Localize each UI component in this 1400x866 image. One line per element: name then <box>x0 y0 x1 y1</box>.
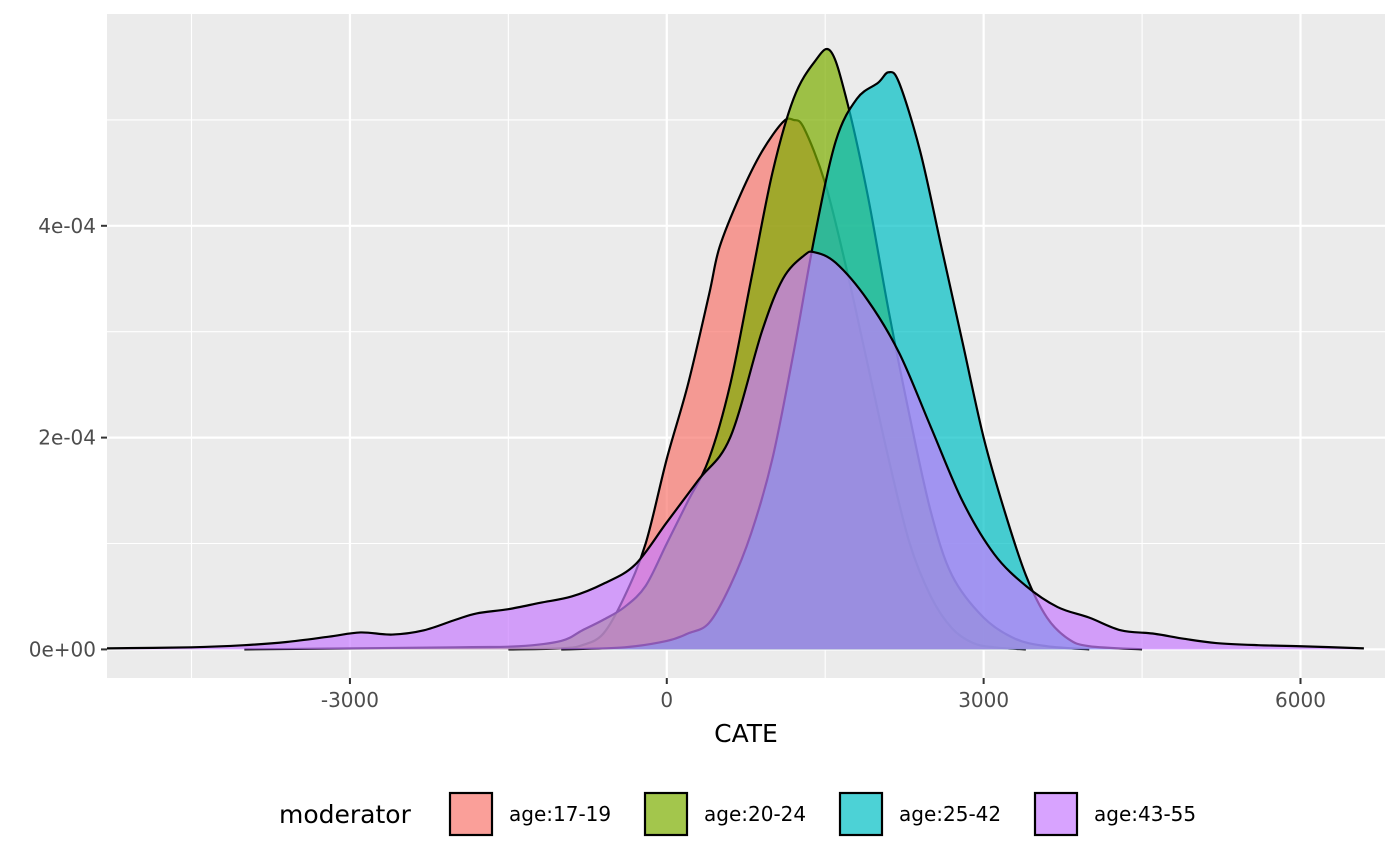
x-tick-label: 3000 <box>958 688 1009 712</box>
legend-label-age:20-24: age:20-24 <box>704 802 806 826</box>
x-tick-label: 6000 <box>1275 688 1326 712</box>
y-tick-label: 0e+00 <box>29 637 96 661</box>
density-outline-age:43-55 <box>106 250 1364 650</box>
density-areas <box>106 47 1364 651</box>
x-tick-label: -3000 <box>321 688 379 712</box>
legend-key-age:20-24 <box>643 791 689 837</box>
y-tick-label: 4e-04 <box>38 214 96 238</box>
legend: moderator age:17-19 age:20-24 age:25-42 age… <box>279 791 1196 837</box>
legend-key-age:25-42 <box>838 791 884 837</box>
x-axis-title: CATE <box>714 719 778 748</box>
x-axis: -3000 0 3000 6000 <box>321 678 1326 712</box>
legend-title: moderator <box>279 800 412 829</box>
y-axis: 0e+00 2e-04 4e-04 <box>29 214 107 661</box>
legend-key-age:17-19 <box>448 791 494 837</box>
x-tick-label: 0 <box>660 688 673 712</box>
legend-label-age:17-19: age:17-19 <box>509 802 611 826</box>
y-tick-label: 2e-04 <box>38 426 96 450</box>
legend-label-age:43-55: age:43-55 <box>1094 802 1196 826</box>
density-area-age:43-55 <box>107 251 1364 650</box>
legend-key-age:43-55 <box>1033 791 1079 837</box>
legend-label-age:25-42: age:25-42 <box>899 802 1001 826</box>
